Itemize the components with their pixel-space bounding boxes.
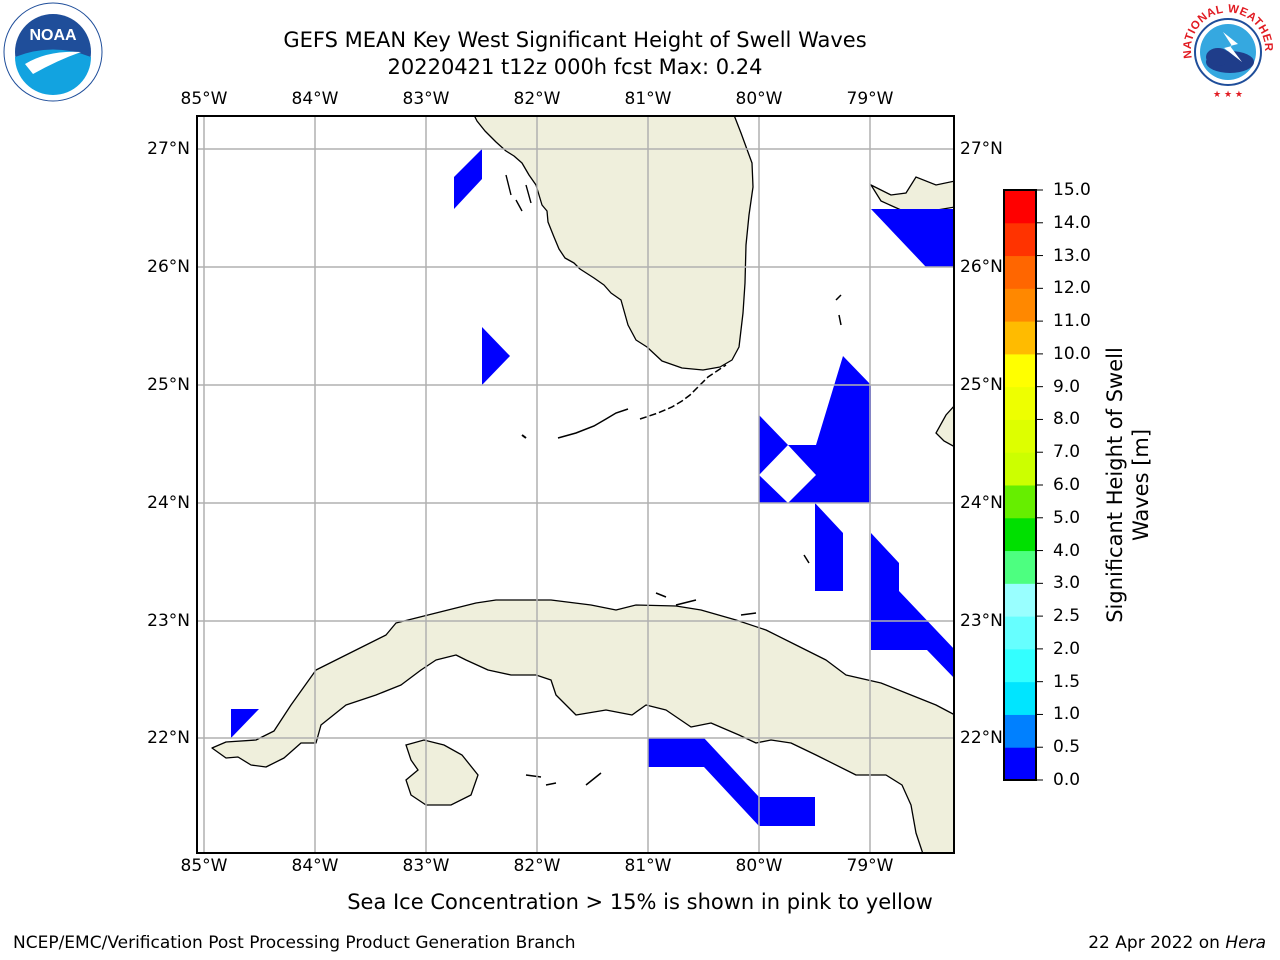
colorbar-tick-label: 11.0 — [1053, 311, 1091, 332]
sea-ice-note: Sea Ice Concentration > 15% is shown in … — [347, 890, 933, 914]
footer-date-text: 22 Apr 2022 on — [1088, 933, 1220, 953]
chart-subtitle: 20220421 t12z 000h fcst Max: 0.24 — [387, 55, 763, 79]
colorbar-tick-label: 1.5 — [1053, 671, 1081, 692]
colorbar-tick-label: 0.0 — [1053, 770, 1081, 790]
colorbar-segment — [1004, 288, 1036, 322]
lat-tick-left: 25°N — [147, 375, 190, 395]
colorbar-segment — [1004, 255, 1036, 289]
colorbar-tick-label: 8.0 — [1053, 409, 1081, 430]
colorbar-tick-label: 2.5 — [1053, 606, 1081, 627]
footer-host: Hera — [1225, 933, 1266, 953]
noaa-logo-text: NOAA — [29, 27, 77, 44]
lon-tick-top: 82°W — [513, 89, 561, 109]
colorbar-segment — [1004, 386, 1036, 420]
footer-credit: NCEP/EMC/Verification Post Processing Pr… — [13, 933, 576, 953]
colorbar-segment — [1004, 485, 1036, 519]
colorbar-tick-label: 10.0 — [1053, 343, 1091, 364]
colorbar-tick-label: 6.0 — [1053, 475, 1081, 495]
colorbar-tick-label: 0.5 — [1053, 737, 1081, 758]
colorbar-tick-label: 4.0 — [1053, 540, 1081, 561]
chart-title: GEFS MEAN Key West Significant Height of… — [283, 28, 867, 52]
lat-tick-left: 23°N — [147, 611, 190, 631]
lat-tick-left: 26°N — [147, 257, 190, 277]
lat-tick-right: 22°N — [960, 728, 1003, 748]
lat-tick-right: 27°N — [960, 139, 1003, 159]
colorbar-segment — [1004, 222, 1036, 257]
colorbar-segment — [1004, 616, 1036, 650]
colorbar-tick-label: 14.0 — [1053, 212, 1091, 233]
lat-tick-right: 26°N — [960, 257, 1003, 277]
colorbar-tick-label: 1.0 — [1053, 704, 1081, 725]
colorbar-tick-label: 5.0 — [1053, 507, 1081, 528]
colorbar-segment — [1004, 353, 1036, 388]
colorbar-tick-label: 13.0 — [1053, 245, 1091, 266]
colorbar-tick-label: 9.0 — [1053, 376, 1081, 397]
colorbar-tick-label: 15.0 — [1053, 180, 1091, 200]
colorbar-segment — [1004, 452, 1036, 486]
graticule — [196, 115, 955, 854]
colorbar-tick-label: 3.0 — [1053, 573, 1081, 594]
lat-tick-right: 25°N — [960, 375, 1003, 395]
colorbar-segment — [1004, 550, 1036, 584]
noaa-logo: NOAA — [3, 2, 103, 102]
lon-tick-bottom: 81°W — [624, 856, 672, 876]
lat-tick-left: 24°N — [147, 493, 190, 513]
colorbar-segment — [1004, 419, 1036, 453]
colorbar-label-line1: Significant Height of Swell — [1103, 347, 1127, 623]
colorbar-segment — [1004, 681, 1036, 715]
lat-tick-left: 22°N — [147, 728, 190, 748]
colorbar-segment — [1004, 648, 1036, 683]
lon-tick-top: 85°W — [180, 89, 228, 109]
colorbar-tick-label: 2.0 — [1053, 638, 1081, 659]
colorbar — [1003, 189, 1043, 781]
swell-gap — [759, 445, 816, 503]
cuba-land — [211, 599, 955, 854]
bahamas-andros — [935, 404, 955, 448]
colorbar-segment — [1004, 190, 1036, 224]
nws-logo: NATIONAL WEATHER SERVICE ★ ★ ★ — [1178, 2, 1277, 101]
colorbar-segment — [1004, 747, 1036, 781]
lon-tick-bottom: 79°W — [846, 856, 894, 876]
lon-tick-top: 81°W — [624, 89, 672, 109]
colorbar-segment — [1004, 517, 1036, 552]
map-panel — [196, 115, 955, 854]
florida-land — [473, 115, 754, 371]
colorbar-label-line2: Waves [m] — [1129, 428, 1153, 542]
lat-tick-left: 27°N — [147, 139, 190, 159]
lon-tick-bottom: 84°W — [291, 856, 339, 876]
colorbar-label: Significant Height of Swell Waves [m] — [1102, 347, 1154, 623]
lon-tick-top: 80°W — [735, 89, 783, 109]
colorbar-tick-label: 12.0 — [1053, 278, 1091, 299]
colorbar-segment — [1004, 321, 1036, 355]
lon-tick-bottom: 80°W — [735, 856, 783, 876]
isle-of-youth-land — [405, 739, 479, 806]
bahamas-grand-bahama — [869, 176, 955, 212]
lon-tick-top: 83°W — [402, 89, 450, 109]
lat-tick-right: 24°N — [960, 493, 1003, 513]
lon-tick-bottom: 83°W — [402, 856, 450, 876]
colorbar-tick-label: 7.0 — [1053, 442, 1081, 463]
lon-tick-bottom: 82°W — [513, 856, 561, 876]
footer-date: 22 Apr 2022 on Hera — [1088, 933, 1266, 953]
lon-tick-top: 79°W — [846, 89, 894, 109]
lon-tick-bottom: 85°W — [180, 856, 228, 876]
colorbar-segment — [1004, 714, 1036, 748]
lat-tick-right: 23°N — [960, 611, 1003, 631]
svg-text:★ ★ ★: ★ ★ ★ — [1213, 90, 1243, 100]
colorbar-segment — [1004, 583, 1036, 617]
lon-tick-top: 84°W — [291, 89, 339, 109]
